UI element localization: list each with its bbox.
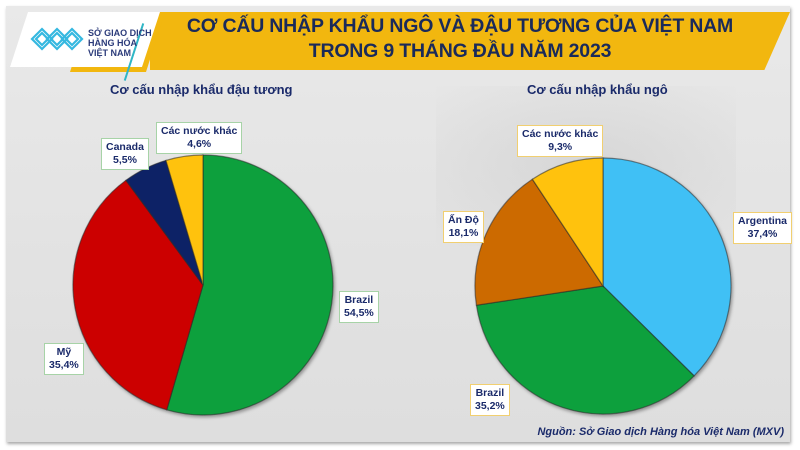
logo-line-1: SỞ GIAO DỊCH	[88, 28, 152, 38]
logo-text: SỞ GIAO DỊCH HÀNG HÓA VIỆT NAM	[88, 28, 152, 58]
title-banner	[150, 12, 790, 70]
callout-brazil-corn: Brazil 35,2%	[470, 384, 510, 416]
callout-label: Brazil	[475, 387, 505, 399]
pie-slice	[602, 157, 732, 377]
title-line-2: TRONG 9 THÁNG ĐẦU NĂM 2023	[308, 40, 612, 62]
pie-slice	[165, 154, 204, 286]
soybean-chart-title: Cơ cấu nhập khẩu đậu tương	[110, 82, 293, 97]
callout-value: 54,5%	[344, 307, 374, 319]
callout-canada: Canada 5,5%	[101, 138, 149, 170]
callout-label: Brazil	[344, 294, 374, 306]
soybean-pie	[72, 154, 334, 416]
callout-value: 4,6%	[187, 138, 212, 150]
page-title: CƠ CẤU NHẬP KHẨU NGÔ VÀ ĐẬU TƯƠNG CỦA VI…	[160, 14, 760, 64]
pie-slice	[475, 285, 695, 415]
callout-label: Ấn Độ	[448, 214, 479, 226]
mxv-logo-icon	[30, 27, 84, 51]
callout-india: Ấn Độ 18,1%	[443, 211, 484, 243]
callout-label: Các nước khác	[161, 125, 238, 137]
callout-value: 18,1%	[448, 227, 479, 239]
callout-label: Argentina	[738, 215, 788, 227]
corn-pie	[474, 157, 732, 415]
callout-value: 37,4%	[747, 228, 778, 240]
pie-slice	[165, 154, 334, 416]
pie-slice	[474, 178, 605, 306]
title-line-1: CƠ CẤU NHẬP KHẨU NGÔ VÀ ĐẬU TƯƠNG CỦA VI…	[186, 15, 734, 37]
callout-label: Mỹ	[56, 346, 72, 358]
callout-brazil-soybean: Brazil 54,5%	[339, 291, 379, 323]
callout-other-corn: Các nước khác 9,3%	[517, 125, 604, 157]
logo-line-3: VIỆT NAM	[88, 48, 132, 58]
callout-label: Canada	[106, 141, 144, 153]
callout-value: 5,5%	[113, 154, 137, 166]
pie-slice	[531, 157, 604, 288]
corn-chart-title: Cơ cấu nhập khẩu ngô	[527, 82, 668, 97]
callout-argentina: Argentina 37,4%	[733, 212, 793, 244]
callout-other-soybean: Các nước khác 4,6%	[156, 122, 243, 154]
callout-label: Các nước khác	[522, 128, 599, 140]
pie-slice	[72, 179, 204, 411]
source-note: Nguồn: Sở Giao dịch Hàng hóa Việt Nam (M…	[537, 426, 784, 438]
callout-value: 9,3%	[548, 141, 573, 153]
logo-line-2: HÀNG HÓA	[88, 38, 137, 48]
callout-value: 35,2%	[475, 400, 505, 412]
callout-usa: Mỹ 35,4%	[44, 343, 84, 375]
callout-value: 35,4%	[49, 359, 79, 371]
